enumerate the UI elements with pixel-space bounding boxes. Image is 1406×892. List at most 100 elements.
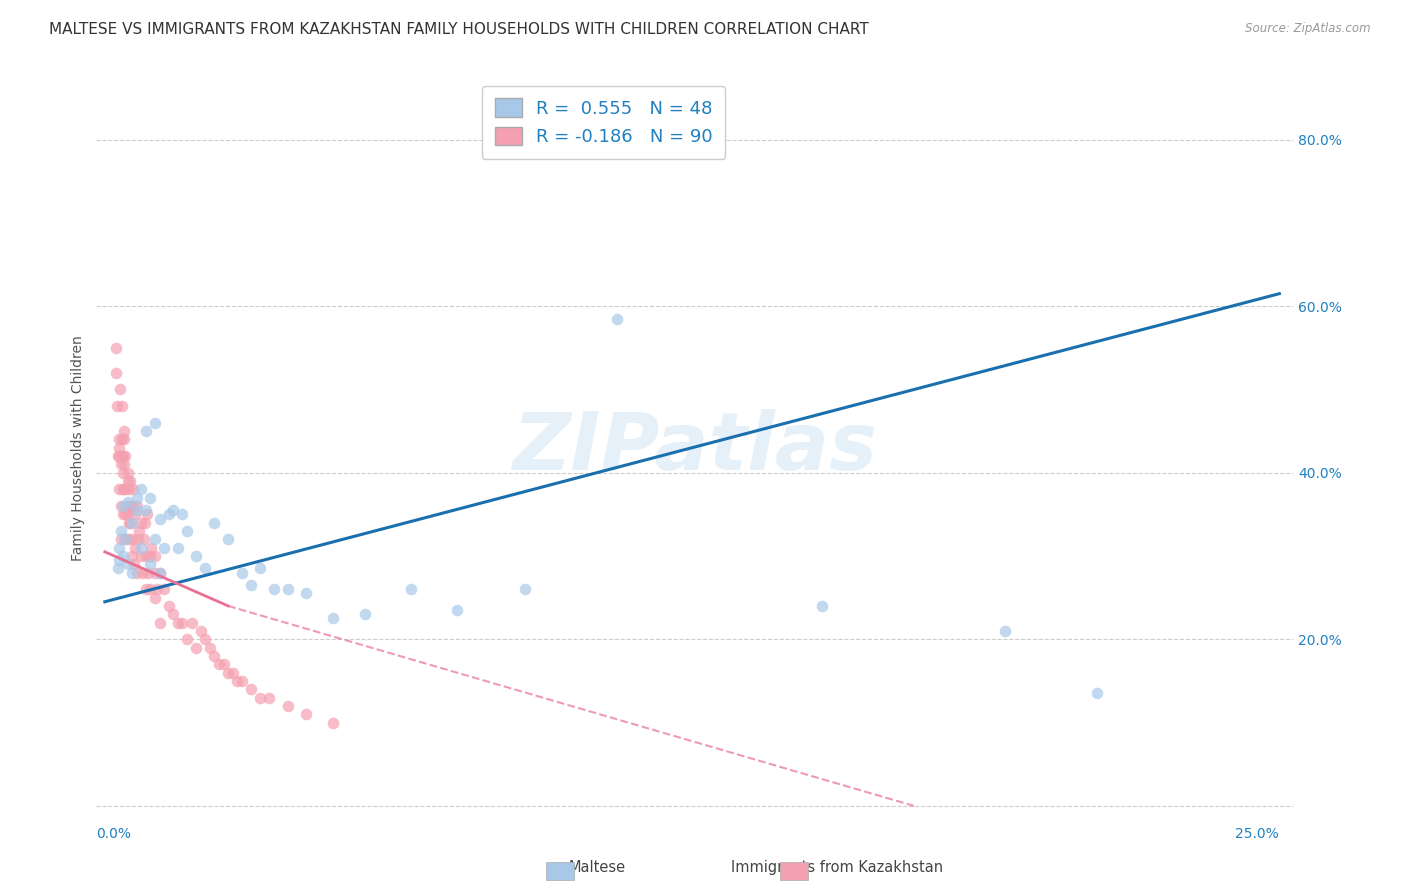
Point <box>117 474 139 488</box>
Point <box>135 503 157 517</box>
Point <box>112 483 135 497</box>
Point <box>322 715 344 730</box>
Point <box>194 561 217 575</box>
Point <box>112 449 135 463</box>
Point <box>112 499 135 513</box>
Point <box>122 558 145 572</box>
Point <box>121 499 143 513</box>
Point <box>176 524 198 538</box>
Point <box>515 582 537 597</box>
Point <box>190 624 212 638</box>
Point <box>143 416 166 430</box>
Point <box>204 648 226 663</box>
Point <box>149 566 172 580</box>
Y-axis label: Family Households with Children: Family Households with Children <box>72 334 86 560</box>
Point <box>143 566 166 580</box>
Point <box>117 499 139 513</box>
Point <box>121 566 143 580</box>
Point <box>105 399 128 413</box>
Point <box>135 582 157 597</box>
Point <box>226 673 249 688</box>
Point <box>117 483 139 497</box>
Point <box>186 640 208 655</box>
Point <box>162 503 184 517</box>
Point <box>127 533 149 547</box>
Point <box>112 549 135 563</box>
Point <box>146 582 169 597</box>
Point <box>139 491 162 505</box>
Point <box>132 533 155 547</box>
Point <box>112 483 135 497</box>
Point <box>141 541 163 555</box>
Point <box>204 516 226 530</box>
Point <box>114 483 136 497</box>
Point <box>125 499 148 513</box>
Point <box>117 508 139 522</box>
Point <box>121 533 143 547</box>
Point <box>172 615 194 630</box>
Point <box>117 466 139 480</box>
Point <box>143 591 166 605</box>
Point <box>194 632 217 647</box>
Point <box>112 466 135 480</box>
Point <box>149 566 172 580</box>
Point <box>143 533 166 547</box>
Point <box>217 665 239 680</box>
Point <box>143 549 166 563</box>
Point <box>322 611 344 625</box>
Point <box>131 541 153 555</box>
Point <box>114 508 136 522</box>
Point <box>125 491 148 505</box>
Point <box>212 657 235 672</box>
Point <box>208 657 231 672</box>
Text: MALTESE VS IMMIGRANTS FROM KAZAKHSTAN FAMILY HOUSEHOLDS WITH CHILDREN CORRELATIO: MALTESE VS IMMIGRANTS FROM KAZAKHSTAN FA… <box>49 22 869 37</box>
Point <box>135 549 157 563</box>
Point <box>139 582 162 597</box>
Point <box>118 516 141 530</box>
Point <box>111 399 134 413</box>
Point <box>107 483 129 497</box>
Point <box>107 433 129 447</box>
Point <box>354 607 377 622</box>
Point <box>606 311 628 326</box>
Point <box>124 541 146 555</box>
Point <box>139 558 162 572</box>
Point <box>217 533 239 547</box>
Point <box>124 508 146 522</box>
Point <box>107 449 129 463</box>
Point <box>249 561 271 575</box>
Point <box>1085 686 1108 700</box>
Point <box>117 495 139 509</box>
Point <box>107 449 129 463</box>
Point <box>114 533 136 547</box>
Point <box>446 603 468 617</box>
Point <box>117 558 139 572</box>
Legend: R =  0.555   N = 48, R = -0.186   N = 90: R = 0.555 N = 48, R = -0.186 N = 90 <box>482 86 725 159</box>
Point <box>149 615 172 630</box>
Point <box>108 541 131 555</box>
Point <box>198 640 221 655</box>
Point <box>162 607 184 622</box>
Point <box>240 578 263 592</box>
Text: Immigrants from Kazakhstan: Immigrants from Kazakhstan <box>731 861 942 875</box>
Point <box>128 524 150 538</box>
Point <box>107 553 129 567</box>
Point <box>249 690 271 705</box>
Point <box>112 433 135 447</box>
Point <box>114 424 136 438</box>
Point <box>121 516 143 530</box>
Point <box>135 508 157 522</box>
Point <box>125 566 148 580</box>
Point <box>108 383 131 397</box>
Point <box>131 483 153 497</box>
Point <box>111 433 134 447</box>
Point <box>157 508 180 522</box>
Point <box>105 366 128 380</box>
Point <box>118 499 141 513</box>
Point <box>153 541 176 555</box>
Text: Source: ZipAtlas.com: Source: ZipAtlas.com <box>1246 22 1371 36</box>
Point <box>149 511 172 525</box>
Point <box>295 586 318 600</box>
Point <box>112 508 135 522</box>
Point <box>110 533 132 547</box>
